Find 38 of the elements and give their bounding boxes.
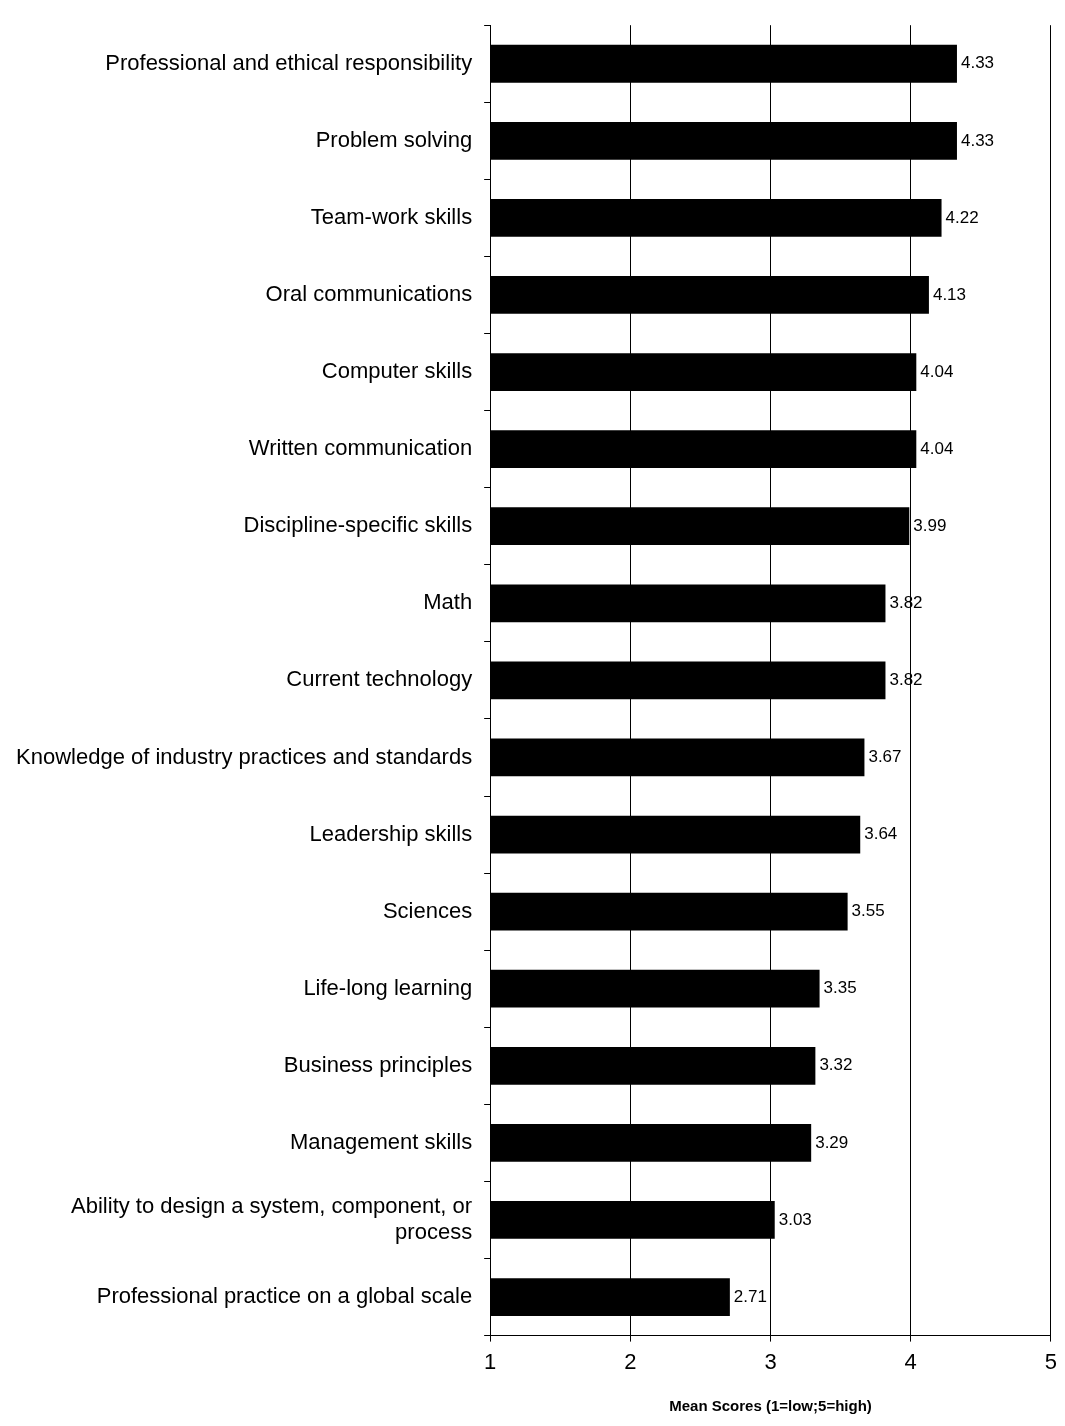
data-label: 4.04 xyxy=(920,438,954,458)
data-label: 4.33 xyxy=(960,130,995,150)
y-tick-label: Professional practice on a global scale xyxy=(96,1283,473,1309)
y-tick-label: Oral communications xyxy=(265,281,473,307)
data-label: 3.99 xyxy=(913,515,947,535)
y-tick-label: Written communication xyxy=(248,435,473,461)
data-label: 4.22 xyxy=(945,207,979,227)
x-axis-title: Mean Scores (1=low;5=high) xyxy=(669,1397,872,1415)
y-tick-label: Knowledge of industry practices and standards xyxy=(16,743,473,769)
data-label: 3.35 xyxy=(823,978,857,998)
y-tick-label: Life-long learning xyxy=(303,974,473,1000)
data-label: 4.13 xyxy=(932,284,967,304)
data-label: 3.64 xyxy=(864,824,898,844)
y-tick-label: Ability to design a system, component, or process xyxy=(71,1192,473,1245)
x-tick-label: 4 xyxy=(904,1348,917,1374)
y-tick-label: Business principles xyxy=(283,1051,473,1077)
y-tick-label: Discipline-specific skills xyxy=(243,512,473,538)
x-tick-label: 5 xyxy=(1044,1348,1058,1374)
y-tick-label: Team-work skills xyxy=(310,203,473,229)
x-tick-label: 1 xyxy=(484,1348,497,1374)
data-label: 3.03 xyxy=(778,1209,812,1229)
y-tick-label: Sciences xyxy=(382,897,473,923)
y-tick-label: Computer skills xyxy=(321,358,473,384)
y-tick-label: Leadership skills xyxy=(309,820,473,846)
data-label: 3.55 xyxy=(851,901,885,921)
y-tick-label: Problem solving xyxy=(315,126,473,152)
y-tick-label: Current technology xyxy=(286,666,473,692)
y-tick-label: Professional and ethical responsibility xyxy=(105,49,473,75)
y-tick-label: Math xyxy=(423,589,473,615)
x-tick-label: 3 xyxy=(764,1348,777,1374)
data-label: 2.71 xyxy=(733,1286,767,1306)
data-label: 3.29 xyxy=(815,1132,849,1152)
data-label: 3.32 xyxy=(819,1055,853,1075)
data-label: 3.67 xyxy=(868,747,902,767)
data-label: 4.33 xyxy=(960,53,995,73)
data-label: 4.04 xyxy=(920,361,954,381)
x-tick-label: 2 xyxy=(624,1348,637,1374)
y-tick-label: Management skills xyxy=(289,1128,473,1154)
